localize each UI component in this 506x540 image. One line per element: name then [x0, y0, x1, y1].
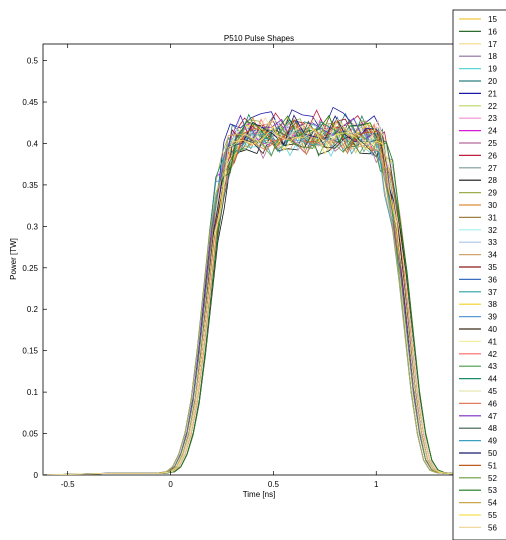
- legend-label-15: 15: [488, 15, 497, 24]
- legend-label-54: 54: [488, 499, 497, 508]
- series-line-20: [43, 112, 475, 475]
- series-line-31: [45, 126, 475, 475]
- series-line-55: [43, 125, 475, 475]
- legend: 15 16 17 18 19 20 21 22 23 24 25 26 27 28 29 30 31 32 33 34…: [452, 9, 506, 540]
- legend-label-32: 32: [488, 226, 497, 235]
- series-line-47: [43, 114, 473, 475]
- legend-label-30: 30: [488, 201, 497, 210]
- series-line-44: [43, 113, 471, 475]
- y-tick-label: 0.2: [27, 305, 39, 314]
- y-tick-label: 0.15: [22, 347, 38, 356]
- series-line-48: [47, 118, 475, 475]
- legend-label-46: 46: [488, 399, 497, 408]
- y-tick-label: 0.3: [27, 222, 39, 231]
- legend-label-29: 29: [488, 189, 497, 198]
- legend-label-56: 56: [488, 523, 497, 532]
- legend-label-50: 50: [488, 449, 497, 458]
- legend-label-24: 24: [488, 127, 497, 136]
- legend-label-40: 40: [488, 325, 497, 334]
- legend-box: [452, 9, 506, 540]
- legend-label-31: 31: [488, 213, 497, 222]
- series-line-28: [47, 128, 475, 475]
- legend-label-49: 49: [488, 437, 497, 446]
- legend-label-53: 53: [488, 486, 497, 495]
- series-line-53: [47, 114, 475, 475]
- y-tick-label: 0.5: [27, 57, 39, 66]
- series-line-23: [47, 123, 475, 475]
- series-line-32: [43, 114, 473, 475]
- series-lines: [43, 106, 475, 475]
- x-axis-label: Time [ns]: [243, 490, 276, 499]
- x-axis-ticks: -0.500.511: [61, 44, 482, 489]
- series-line-22: [45, 119, 475, 475]
- legend-label-35: 35: [488, 263, 497, 272]
- series-line-18: [47, 118, 475, 475]
- legend-label-19: 19: [488, 65, 497, 74]
- series-line-41: [45, 117, 475, 475]
- y-axis-ticks: 0 0.05 0.1 0.15 0.2 0.25 0.3 0.35 0.4 0.45 0.5: [22, 57, 47, 480]
- legend-label-20: 20: [488, 77, 497, 86]
- legend-label-36: 36: [488, 275, 497, 284]
- legend-label-52: 52: [488, 474, 497, 483]
- legend-label-28: 28: [488, 176, 497, 185]
- y-tick-label: 0.1: [27, 388, 39, 397]
- y-tick-label: 0.45: [22, 98, 38, 107]
- legend-label-34: 34: [488, 251, 497, 260]
- legend-label-26: 26: [488, 151, 497, 160]
- y-tick-label: 0.05: [22, 430, 38, 439]
- series-line-30: [43, 116, 475, 475]
- x-tick-label: 0: [168, 480, 173, 489]
- plot-frame: [42, 43, 476, 476]
- series-line-51: [45, 119, 475, 475]
- series-line-46: [45, 126, 475, 475]
- series-line-38: [47, 115, 475, 475]
- x-tick-label: 1: [374, 480, 379, 489]
- y-tick-label: 0.35: [22, 181, 38, 190]
- series-line-50: [43, 114, 475, 475]
- series-line-54: [43, 121, 471, 475]
- series-line-36: [45, 116, 475, 475]
- legend-label-37: 37: [488, 288, 497, 297]
- series-line-29: [43, 118, 471, 475]
- legend-label-43: 43: [488, 362, 497, 371]
- legend-label-44: 44: [488, 375, 497, 384]
- legend-label-51: 51: [488, 461, 497, 470]
- legend-label-41: 41: [488, 337, 497, 346]
- legend-label-45: 45: [488, 387, 497, 396]
- legend-label-16: 16: [488, 27, 497, 36]
- legend-label-23: 23: [488, 114, 497, 123]
- legend-label-21: 21: [488, 89, 497, 98]
- chart-title: P510 Pulse Shapes: [224, 34, 294, 43]
- legend-entries: 15 16 17 18 19 20 21 22 23 24 25 26 27 28 29 30 31 32 33 34…: [459, 15, 497, 532]
- legend-label-48: 48: [488, 424, 497, 433]
- legend-label-42: 42: [488, 350, 497, 359]
- legend-label-39: 39: [488, 313, 497, 322]
- legend-label-38: 38: [488, 300, 497, 309]
- series-line-56: [45, 116, 475, 475]
- legend-label-33: 33: [488, 238, 497, 247]
- legend-label-25: 25: [488, 139, 497, 148]
- legend-label-17: 17: [488, 40, 497, 49]
- legend-label-55: 55: [488, 511, 497, 520]
- series-line-24: [43, 117, 471, 475]
- series-line-26: [45, 109, 475, 475]
- legend-label-22: 22: [488, 102, 497, 111]
- legend-label-27: 27: [488, 164, 497, 173]
- series-line-35: [43, 118, 475, 475]
- series-line-33: [47, 124, 475, 475]
- x-tick-label: 0.5: [268, 480, 280, 489]
- y-tick-label: 0.4: [27, 139, 39, 148]
- legend-label-18: 18: [488, 52, 497, 61]
- y-tick-label: 0.25: [22, 264, 38, 273]
- legend-label-47: 47: [488, 412, 497, 421]
- x-tick-label: -0.5: [61, 480, 75, 489]
- y-axis-label: Power [TW]: [9, 238, 18, 280]
- y-tick-label: 0: [34, 471, 39, 480]
- series-line-52: [43, 125, 473, 475]
- series-line-43: [47, 126, 475, 475]
- series-line-16: [45, 119, 475, 475]
